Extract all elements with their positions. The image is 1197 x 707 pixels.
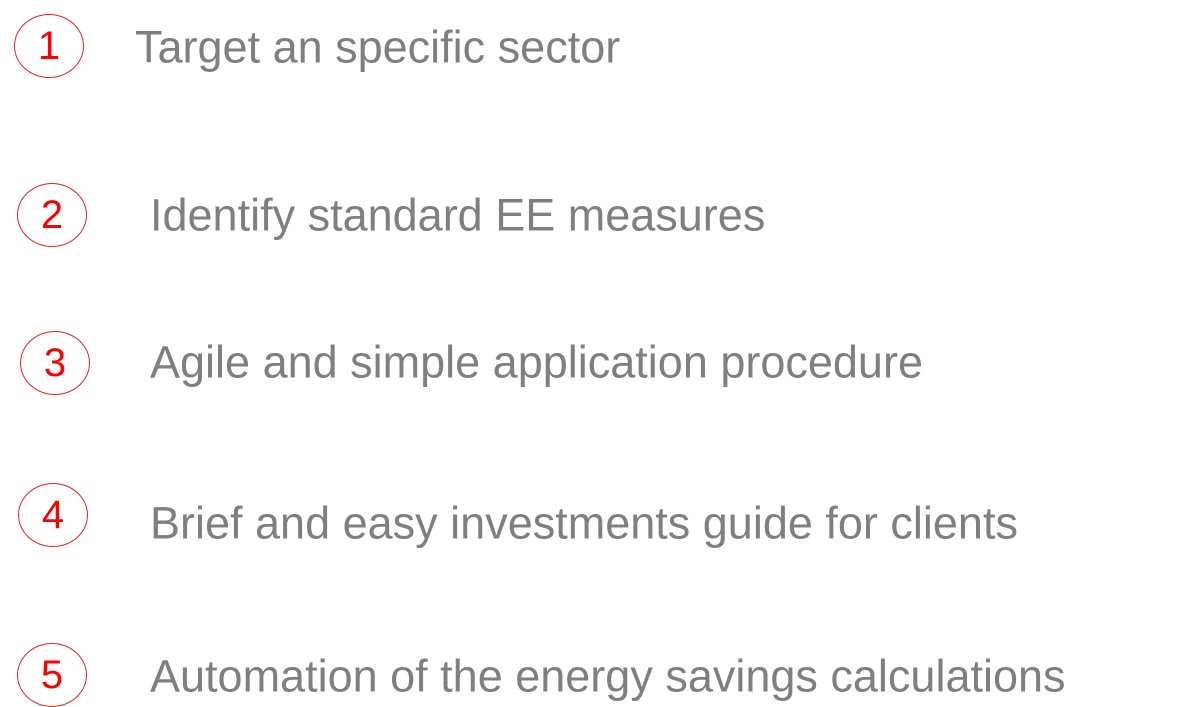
item-text: Agile and simple application procedure <box>150 336 923 388</box>
number-badge: 4 <box>18 483 88 547</box>
number-badge: 3 <box>20 331 90 395</box>
item-text: Identify standard EE measures <box>150 189 766 241</box>
number-badge: 5 <box>17 643 87 707</box>
item-text: Automation of the energy savings calcula… <box>150 650 1066 702</box>
item-text: Brief and easy investments guide for cli… <box>150 497 1018 549</box>
number-badge: 1 <box>14 14 84 78</box>
number-badge: 2 <box>17 183 87 247</box>
item-text: Target an specific sector <box>135 21 621 73</box>
